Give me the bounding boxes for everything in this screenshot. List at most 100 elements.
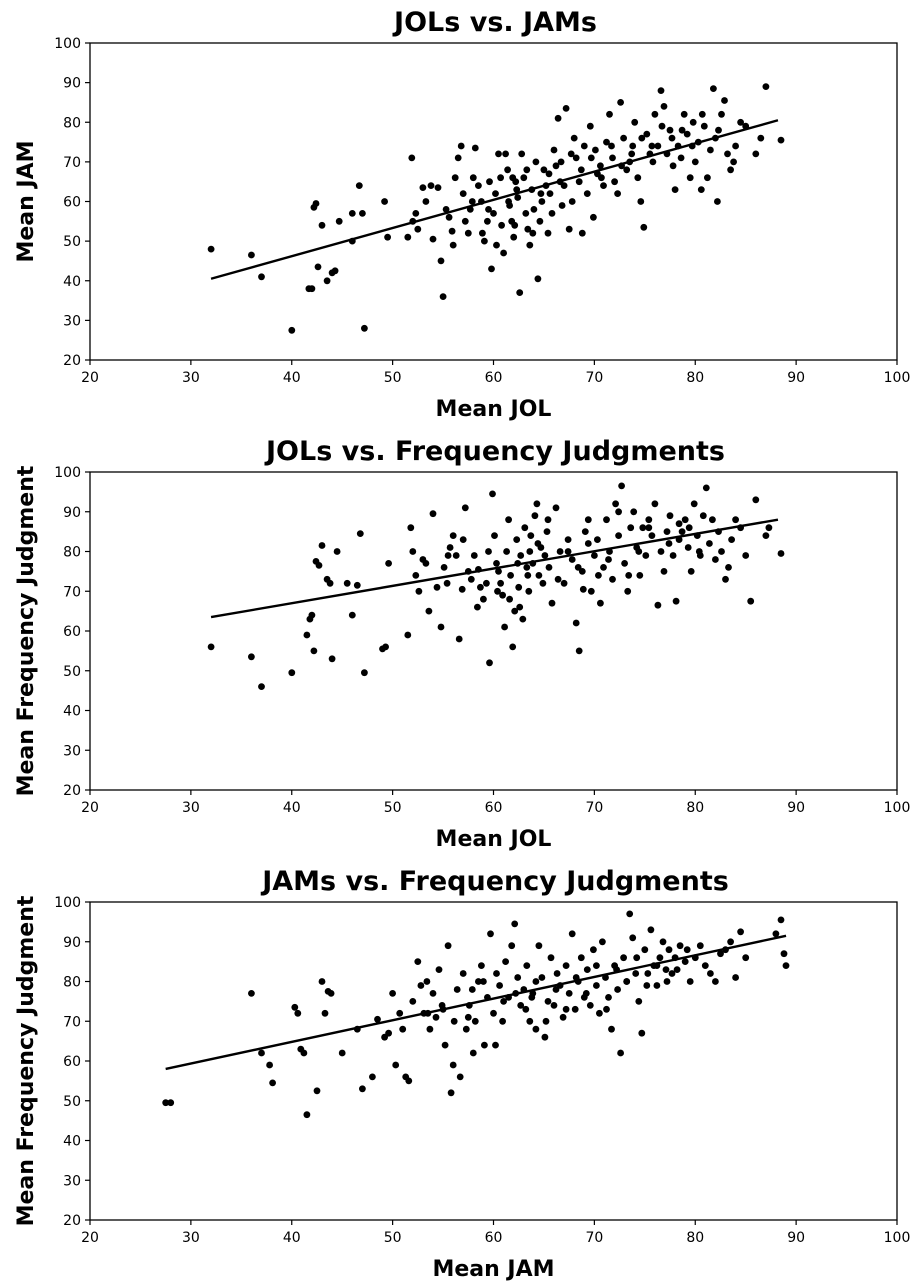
data-point <box>671 186 679 194</box>
data-point <box>269 1079 276 1087</box>
data-point <box>676 942 684 950</box>
data-point <box>374 1015 381 1023</box>
data-point <box>491 532 498 539</box>
data-point <box>485 206 492 213</box>
data-point <box>382 643 389 651</box>
data-point <box>444 552 452 559</box>
x-tick-label: 50 <box>384 800 402 816</box>
data-point <box>399 1025 407 1033</box>
data-point <box>608 142 615 150</box>
data-point <box>464 1013 472 1021</box>
data-point <box>405 1077 413 1085</box>
data-point <box>315 562 323 569</box>
data-point <box>429 510 437 518</box>
data-point <box>361 669 368 677</box>
data-point <box>568 556 576 563</box>
data-point <box>656 954 664 962</box>
x-tick-label: 70 <box>585 1230 603 1246</box>
data-point <box>484 217 491 225</box>
y-tick-label: 50 <box>63 664 81 680</box>
data-point <box>516 603 524 611</box>
data-point <box>507 572 514 579</box>
x-tick-label: 30 <box>182 1230 200 1246</box>
data-point <box>523 564 531 571</box>
data-point <box>207 245 215 253</box>
data-point <box>288 669 296 677</box>
y-tick-label: 30 <box>63 313 81 329</box>
data-point <box>348 611 356 619</box>
data-point <box>396 1009 404 1017</box>
data-point <box>564 548 572 555</box>
data-point <box>732 516 739 524</box>
data-point <box>651 500 659 508</box>
data-point <box>313 1087 321 1095</box>
data-point <box>469 174 477 182</box>
data-point <box>502 958 509 965</box>
y-axis-label: Mean Frequency Judgment <box>14 895 39 1226</box>
data-point <box>680 110 688 118</box>
data-point <box>548 210 556 217</box>
regression-line <box>210 119 779 280</box>
data-point <box>326 579 334 587</box>
data-point <box>543 528 551 535</box>
data-point <box>603 516 610 524</box>
x-tick-label: 100 <box>884 800 911 816</box>
data-point <box>615 508 622 516</box>
data-point <box>523 962 531 969</box>
data-point <box>404 631 412 639</box>
data-point <box>554 575 562 583</box>
data-point <box>459 536 467 543</box>
data-point <box>777 550 785 557</box>
chart-title: JOLs vs. JAMs <box>392 7 597 38</box>
data-point <box>412 572 420 579</box>
y-tick-label: 60 <box>63 195 81 211</box>
data-point <box>718 548 725 555</box>
x-tick-label: 50 <box>384 370 402 386</box>
data-point <box>522 1005 530 1013</box>
data-point <box>575 647 583 655</box>
data-point <box>321 1009 329 1017</box>
data-point <box>308 611 316 619</box>
data-point <box>481 1041 488 1049</box>
data-point <box>681 516 689 524</box>
data-point <box>617 1049 624 1057</box>
data-point <box>691 158 699 166</box>
data-point <box>495 568 502 575</box>
x-tick-label: 40 <box>283 1230 301 1246</box>
data-point <box>385 560 392 567</box>
data-point <box>459 190 467 198</box>
data-point <box>422 198 430 205</box>
y-tick-label: 40 <box>63 1134 81 1150</box>
data-point <box>513 536 521 543</box>
y-tick-label: 60 <box>63 624 81 640</box>
data-point <box>643 982 651 989</box>
data-point <box>704 174 711 182</box>
scatter-points <box>207 482 785 690</box>
data-point <box>449 532 457 539</box>
data-point <box>490 1009 497 1017</box>
data-point <box>564 536 572 543</box>
y-tick-label: 70 <box>63 155 81 171</box>
data-point <box>663 978 671 985</box>
data-point <box>737 928 744 936</box>
data-point <box>732 142 739 150</box>
data-point <box>673 966 681 973</box>
data-point <box>548 599 556 607</box>
data-point <box>584 516 592 524</box>
data-point <box>541 552 549 559</box>
x-tick-label: 100 <box>884 370 911 386</box>
data-point <box>266 1061 273 1069</box>
data-point <box>407 524 415 532</box>
data-point <box>509 174 517 182</box>
data-point <box>518 150 526 158</box>
data-point <box>444 942 452 950</box>
data-point <box>417 982 425 989</box>
y-tick-label: 80 <box>63 975 81 991</box>
data-point <box>715 126 722 134</box>
y-axis-label: Mean Frequency Judgment <box>14 465 39 796</box>
y-tick-label: 30 <box>63 1173 81 1189</box>
data-point <box>328 655 336 663</box>
x-tick-label: 80 <box>686 800 704 816</box>
data-point <box>725 564 732 571</box>
data-point <box>542 1017 550 1025</box>
